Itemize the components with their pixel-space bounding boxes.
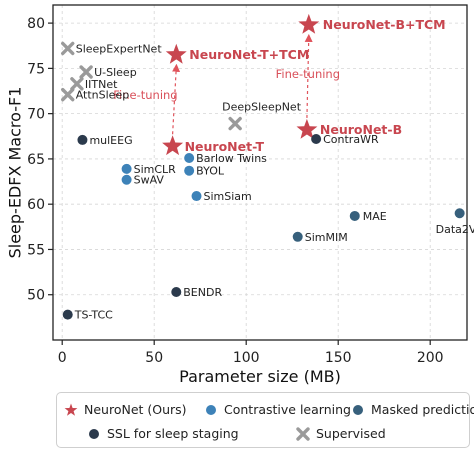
legend-item-contrastive: Contrastive learning <box>204 402 351 417</box>
point-label-u-sleep: U-Sleep <box>94 66 137 79</box>
axis-ticks: 0 50 100 150 200 50 55 60 65 70 75 80 <box>27 16 443 366</box>
y-tick-label: 65 <box>27 152 45 168</box>
x-tick-label: 50 <box>145 350 163 366</box>
circle-point-simclr <box>121 163 132 174</box>
x-axis-label: Parameter size (MB) <box>179 367 341 386</box>
x-mark-icon <box>296 426 310 441</box>
point-label-simclr: SimCLR <box>134 163 177 176</box>
legend-item-ssl: SSL for sleep staging <box>87 426 239 441</box>
fine-tuning-label: Fine-tuning <box>113 88 177 102</box>
point-label-byol: BYOL <box>196 165 225 178</box>
point-label-barlow-twins: Barlow Twins <box>196 152 267 165</box>
legend: NeuroNet (Ours) Contrastive learning Mas… <box>56 392 474 448</box>
point-label-neuronet-b-tcm: NeuroNet-B+TCM <box>323 17 446 32</box>
fine-tuning-label: Fine-tuning <box>276 67 340 81</box>
star-icon <box>64 403 78 417</box>
point-label-iitnet: IITNet <box>85 78 118 91</box>
x-point-u-sleep <box>79 65 93 79</box>
plot-frame <box>52 4 468 341</box>
circle-point-barlow-twins <box>184 153 195 164</box>
y-tick-label: 75 <box>27 61 45 77</box>
point-label-deepsleepnet: DeepSleepNet <box>222 101 302 114</box>
point-label-simmim: SimMIM <box>305 231 348 244</box>
star-point-neuronet-b <box>296 118 318 139</box>
y-axis-label: Sleep-EDFX Macro-F1 <box>6 87 25 259</box>
x-point-attnsleep <box>61 87 75 102</box>
x-point-deepsleepnet <box>228 116 242 131</box>
circle-point-simsiam <box>191 191 202 202</box>
circle-point-swav <box>121 174 132 185</box>
x-tick-label: 200 <box>417 350 444 366</box>
circle-point-data2vec <box>454 208 465 219</box>
y-tick-label: 60 <box>27 197 45 213</box>
point-label-muleeg: mulEEG <box>89 134 132 147</box>
legend-item-supervised: Supervised <box>296 426 386 441</box>
x-tick-label: 150 <box>325 350 352 366</box>
circle-point-simmim <box>292 231 303 242</box>
circle-icon <box>87 427 101 441</box>
y-tick-label: 55 <box>27 242 45 258</box>
y-tick-label: 70 <box>27 107 45 123</box>
legend-label-neuronet: NeuroNet (Ours) <box>84 402 187 417</box>
point-label-neuronet-b: NeuroNet-B <box>320 122 402 137</box>
point-label-contrawr: ContraWR <box>323 133 379 146</box>
circle-point-bendr <box>171 287 182 298</box>
legend-item-neuronet: NeuroNet (Ours) <box>64 402 187 417</box>
legend-label-supervised: Supervised <box>316 426 386 441</box>
grid <box>53 5 467 340</box>
fine-tuning-arrows: Fine-tuning Fine-tuning <box>113 33 340 135</box>
y-tick-label: 80 <box>27 16 45 32</box>
legend-item-masked: Masked prediction <box>351 402 474 417</box>
point-label-bendr: BENDR <box>183 286 222 299</box>
legend-label-contrastive: Contrastive learning <box>224 402 351 417</box>
point-label-swav: SwAV <box>134 174 165 187</box>
x-point-iitnet <box>70 77 84 91</box>
circle-point-mae <box>349 210 360 221</box>
point-labels: NeuroNet-T NeuroNet-T+TCM NeuroNet-B NeuroN… <box>74 17 474 322</box>
circle-point-byol <box>184 165 195 176</box>
star-point-neuronet-t <box>162 135 184 156</box>
point-label-sleepexpertnet: SleepExpertNet <box>76 42 163 55</box>
x-point-sleepexpertnet <box>61 41 75 56</box>
point-label-data2vec: Data2Vec <box>436 223 474 236</box>
circle-point-ts-tcc <box>62 309 73 320</box>
circle-icon <box>204 403 218 417</box>
legend-label-ssl: SSL for sleep staging <box>107 426 239 441</box>
y-tick-label: 50 <box>27 288 45 304</box>
data-points <box>61 13 465 320</box>
point-label-mae: MAE <box>363 210 387 223</box>
point-label-neuronet-t-tcm: NeuroNet-T+TCM <box>189 47 309 62</box>
legend-label-masked: Masked prediction <box>371 402 474 417</box>
point-label-simsiam: SimSiam <box>204 190 252 203</box>
point-label-neuronet-t: NeuroNet-T <box>185 139 265 154</box>
star-point-neuronet-t-tcm <box>165 43 187 64</box>
point-label-ts-tcc: TS-TCC <box>74 309 113 322</box>
x-tick-label: 100 <box>233 350 260 366</box>
fine-tuning-arrow <box>304 33 313 118</box>
point-label-attnsleep: AttnSleep <box>76 89 130 102</box>
circle-point-contrawr <box>311 134 322 144</box>
circle-icon <box>351 403 365 417</box>
fine-tuning-arrow <box>172 63 181 135</box>
x-tick-label: 0 <box>58 350 67 366</box>
star-point-neuronet-b-tcm <box>298 13 320 34</box>
circle-point-muleeg <box>77 134 88 145</box>
